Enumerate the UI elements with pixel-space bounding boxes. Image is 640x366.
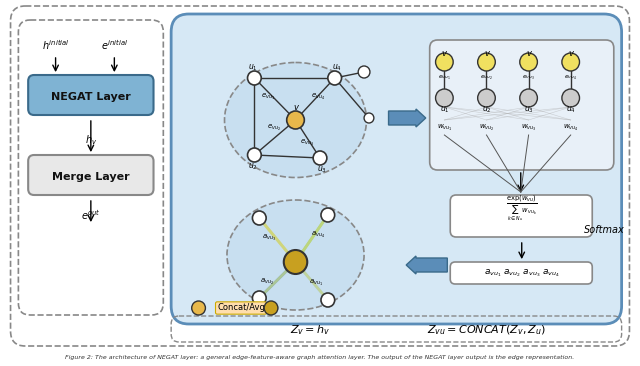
- Text: Concat/Avg: Concat/Avg: [217, 303, 265, 313]
- Circle shape: [248, 148, 261, 162]
- Text: $e_{vu_3}$: $e_{vu_3}$: [522, 74, 535, 82]
- Circle shape: [284, 250, 307, 274]
- Text: v: v: [293, 102, 298, 112]
- Text: $Z_v = h_v$: $Z_v = h_v$: [290, 323, 330, 337]
- Circle shape: [192, 301, 205, 315]
- Text: $w_{vu_1}$: $w_{vu_1}$: [436, 123, 452, 133]
- Text: $e^{out}$: $e^{out}$: [81, 208, 100, 222]
- Circle shape: [562, 89, 579, 107]
- FancyBboxPatch shape: [171, 14, 621, 324]
- Text: $w_{vu_4}$: $w_{vu_4}$: [563, 123, 579, 133]
- Text: $e_{vu_1}$: $e_{vu_1}$: [261, 92, 275, 102]
- Text: $e_{vu_3}$: $e_{vu_3}$: [300, 138, 314, 148]
- Text: v: v: [442, 49, 447, 57]
- Circle shape: [287, 111, 305, 129]
- Text: v: v: [484, 49, 489, 57]
- Text: $u_1$: $u_1$: [248, 63, 257, 73]
- FancyBboxPatch shape: [451, 195, 592, 237]
- Text: Softmax: Softmax: [584, 225, 625, 235]
- Text: $u_4$: $u_4$: [566, 105, 575, 115]
- Circle shape: [252, 211, 266, 225]
- Text: $e_{vu_4}$: $e_{vu_4}$: [311, 92, 325, 102]
- Circle shape: [520, 89, 538, 107]
- Circle shape: [252, 291, 266, 305]
- Text: $a_{vu_1}$: $a_{vu_1}$: [309, 278, 323, 288]
- Circle shape: [436, 53, 453, 71]
- Circle shape: [321, 293, 335, 307]
- Text: $u_2$: $u_2$: [482, 105, 492, 115]
- Circle shape: [562, 53, 579, 71]
- Circle shape: [477, 53, 495, 71]
- Text: $e^{initial}$: $e^{initial}$: [100, 38, 128, 52]
- Circle shape: [358, 66, 370, 78]
- Text: $h_v$: $h_v$: [84, 133, 97, 147]
- Text: $e_{vu_1}$: $e_{vu_1}$: [438, 74, 451, 82]
- Text: $u_3$: $u_3$: [524, 105, 534, 115]
- Circle shape: [248, 71, 261, 85]
- Text: Merge Layer: Merge Layer: [52, 172, 130, 182]
- Circle shape: [321, 208, 335, 222]
- Circle shape: [328, 71, 342, 85]
- Text: $e_{vu_4}$: $e_{vu_4}$: [564, 74, 577, 82]
- Text: $u_1$: $u_1$: [440, 105, 449, 115]
- Circle shape: [436, 89, 453, 107]
- Ellipse shape: [225, 63, 367, 178]
- Circle shape: [313, 151, 327, 165]
- Text: $a_{vu_3}$: $a_{vu_3}$: [262, 233, 276, 243]
- Text: $w_{vu_3}$: $w_{vu_3}$: [521, 123, 536, 133]
- Text: $e_{vu_2}$: $e_{vu_2}$: [480, 74, 493, 82]
- Text: $h^{initial}$: $h^{initial}$: [42, 38, 69, 52]
- Text: $w_{vu_2}$: $w_{vu_2}$: [479, 123, 494, 133]
- Text: $Z_{vu} = CONCAT(Z_v, Z_u)$: $Z_{vu} = CONCAT(Z_v, Z_u)$: [427, 323, 546, 337]
- FancyArrow shape: [388, 109, 426, 127]
- Text: $a_{vu_2}$: $a_{vu_2}$: [260, 277, 274, 287]
- Circle shape: [477, 89, 495, 107]
- Circle shape: [264, 301, 278, 315]
- Text: $a_{vu_4}$: $a_{vu_4}$: [311, 230, 325, 240]
- Ellipse shape: [227, 200, 364, 310]
- Text: Figure 2: The architecture of NEGAT layer: a general edge-feature-aware graph at: Figure 2: The architecture of NEGAT laye…: [65, 355, 575, 361]
- Text: $a_{vu_1}\ a_{vu_2}\ a_{vu_3}\ a_{vu_4}$: $a_{vu_1}\ a_{vu_2}\ a_{vu_3}\ a_{vu_4}$: [484, 267, 560, 279]
- FancyBboxPatch shape: [28, 155, 154, 195]
- Text: $u_4$: $u_4$: [332, 63, 342, 73]
- Text: $e_{vu_2}$: $e_{vu_2}$: [267, 123, 281, 133]
- FancyArrow shape: [406, 256, 447, 274]
- FancyBboxPatch shape: [451, 262, 592, 284]
- Text: v: v: [568, 49, 573, 57]
- Text: v: v: [526, 49, 531, 57]
- FancyBboxPatch shape: [28, 75, 154, 115]
- Text: $\frac{\exp(w_{vu})}{\sum_{k \in N_u} w_{vu_k}}$: $\frac{\exp(w_{vu})}{\sum_{k \in N_u} w_…: [506, 193, 538, 223]
- FancyBboxPatch shape: [429, 40, 614, 170]
- Text: $u_3$: $u_3$: [317, 165, 327, 175]
- Text: NEGAT Layer: NEGAT Layer: [51, 92, 131, 102]
- Text: $u_2$: $u_2$: [248, 162, 257, 172]
- Circle shape: [520, 53, 538, 71]
- Circle shape: [364, 113, 374, 123]
